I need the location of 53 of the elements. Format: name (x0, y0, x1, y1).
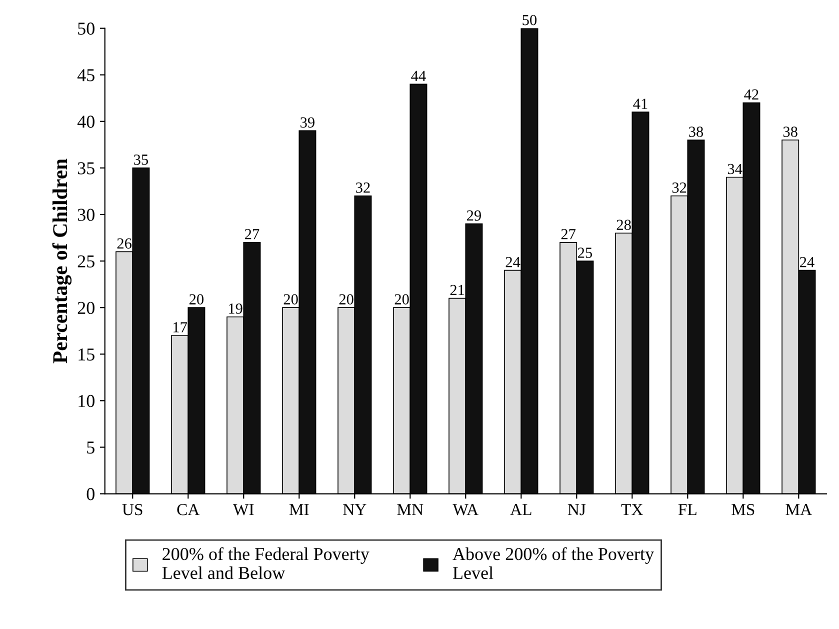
data-label: 29 (467, 210, 481, 221)
legend-label: Above 200% of the Poverty Level (452, 547, 654, 580)
data-label: 21 (450, 284, 464, 296)
x-tick-label: CA (177, 504, 200, 516)
legend-label: 200% of the Federal Poverty Level and Below (162, 547, 370, 580)
data-label: 20 (284, 294, 298, 304)
x-tick-label: TX (621, 504, 643, 516)
data-label: 41 (633, 98, 648, 109)
data-label: 20 (189, 294, 204, 304)
y-tick-label: 20 (78, 302, 94, 314)
data-label: 38 (783, 126, 798, 137)
data-label: 44 (411, 70, 426, 81)
x-tick-label: NJ (568, 504, 586, 516)
data-label: 19 (229, 304, 242, 314)
y-tick-label: 50 (78, 22, 94, 35)
x-tick-label: FL (678, 504, 696, 516)
data-label: 17 (174, 322, 188, 332)
x-tick-label: MI (289, 504, 309, 516)
data-label: 28 (616, 220, 631, 230)
y-tick-label: 5 (87, 442, 94, 454)
y-tick-label: 40 (77, 116, 94, 128)
data-label: 26 (117, 238, 132, 249)
y-tick-label: 25 (78, 255, 94, 268)
data-label: 35 (134, 154, 148, 165)
x-tick-label: US (122, 504, 142, 516)
data-label: 32 (672, 182, 686, 193)
data-label: 24 (800, 256, 814, 268)
data-label: 39 (300, 117, 314, 128)
data-label: 20 (339, 294, 354, 304)
data-label: 38 (689, 126, 704, 137)
data-label: 32 (356, 182, 370, 193)
y-tick-label: 15 (78, 348, 94, 361)
x-tick-label: MA (786, 504, 812, 516)
data-label: 25 (578, 248, 592, 258)
x-tick-label: MN (397, 504, 424, 516)
y-tick-label: 0 (86, 488, 94, 500)
x-tick-label: AL (510, 504, 532, 516)
y-tick-label: 10 (78, 394, 94, 408)
x-tick-label: WA (452, 504, 478, 516)
y-tick-label: 45 (77, 69, 94, 82)
y-tick-label: 35 (78, 162, 94, 174)
data-label: 24 (506, 256, 520, 268)
data-label: 27 (244, 229, 260, 240)
x-tick-label: WI (233, 504, 254, 516)
y-axis-title: Percentage of Children (52, 158, 72, 364)
data-label: 27 (561, 229, 576, 240)
x-tick-label: MS (732, 504, 754, 516)
data-label: 42 (744, 89, 758, 100)
y-tick-label: 30 (78, 208, 94, 221)
data-label: 50 (522, 14, 537, 26)
data-label: 34 (728, 164, 742, 174)
data-label: 20 (394, 294, 409, 304)
x-tick-label: NY (343, 504, 366, 516)
